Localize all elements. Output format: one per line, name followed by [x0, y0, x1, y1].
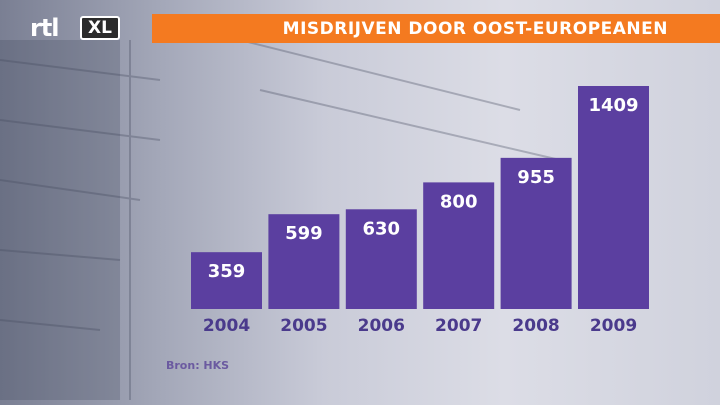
year-label-2004: 2004: [203, 316, 250, 336]
year-label-2009: 2009: [590, 316, 637, 336]
value-label-2007: 800: [440, 191, 478, 212]
value-label-2009: 1409: [588, 95, 638, 116]
logo-rtl-text: rtl: [30, 14, 60, 42]
year-label-2007: 2007: [435, 316, 482, 336]
bar-2008: [500, 157, 572, 309]
bar-2006: [345, 209, 417, 309]
rtl-xl-logo: rtl XL: [30, 14, 122, 42]
logo-xl-badge: XL: [80, 16, 120, 40]
bar-2004: [191, 252, 262, 309]
title-bar: MISDRIJVEN DOOR OOST-EUROPEANEN: [152, 14, 720, 43]
title-bar-extension: [682, 14, 720, 43]
year-label-2005: 2005: [280, 316, 327, 336]
bar-2007: [423, 182, 495, 309]
value-label-2006: 630: [363, 218, 401, 239]
bar-2009: [578, 86, 649, 309]
bar-2005: [268, 214, 340, 309]
year-label-2006: 2006: [358, 316, 405, 336]
source-label: Bron: HKS: [166, 359, 230, 372]
value-label-2004: 359: [208, 261, 246, 282]
value-label-2008: 955: [517, 167, 555, 188]
value-label-2005: 599: [285, 223, 323, 244]
chart-title: MISDRIJVEN DOOR OOST-EUROPEANEN: [282, 19, 668, 39]
year-label-2008: 2008: [512, 316, 559, 336]
